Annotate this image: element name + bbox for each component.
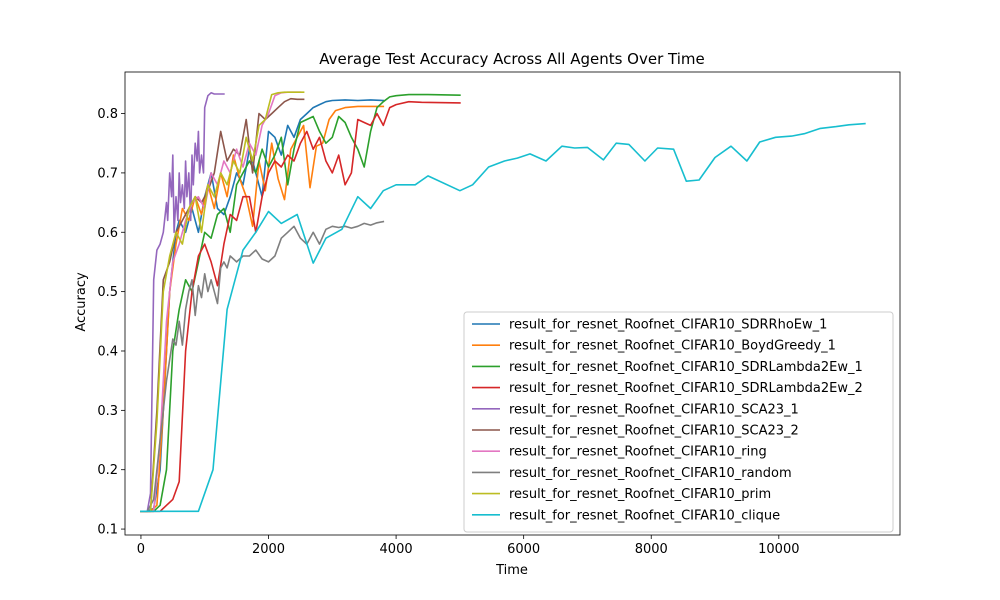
legend-entry: result_for_resnet_Roofnet_CIFAR10_SDRRho… bbox=[509, 318, 827, 333]
x-tick-label: 8000 bbox=[635, 542, 668, 557]
y-axis-label: Accuracy bbox=[74, 272, 89, 332]
axes-frame bbox=[124, 71, 901, 536]
legend-entry: result_for_resnet_Roofnet_CIFAR10_SDRLam… bbox=[509, 360, 863, 375]
x-tick-label: 6000 bbox=[507, 542, 540, 557]
series-line-7 bbox=[140, 91, 302, 513]
y-tick-label: 0.7 bbox=[97, 166, 118, 181]
series-line-5 bbox=[140, 92, 225, 513]
legend-entry: result_for_resnet_Roofnet_CIFAR10_prim bbox=[509, 487, 771, 502]
legend-box bbox=[463, 311, 894, 533]
x-tick-label: 0 bbox=[137, 542, 145, 557]
y-tick-label: 0.1 bbox=[97, 523, 118, 538]
x-tick-label: 4000 bbox=[380, 542, 413, 557]
y-tick-label: 0.6 bbox=[97, 226, 118, 241]
legend-entry: result_for_resnet_Roofnet_CIFAR10_random bbox=[509, 466, 792, 481]
chart-title: Average Test Accuracy Across All Agents … bbox=[319, 50, 704, 68]
legend-entry: result_for_resnet_Roofnet_CIFAR10_SDRLam… bbox=[509, 381, 863, 396]
y-tick-label: 0.4 bbox=[97, 344, 118, 359]
legend: result_for_resnet_Roofnet_CIFAR10_SDRRho… bbox=[463, 311, 894, 533]
series-line-2 bbox=[140, 105, 385, 513]
series-line-9 bbox=[140, 91, 305, 513]
y-tick-label: 0.8 bbox=[97, 107, 118, 122]
x-tick-label: 2000 bbox=[252, 542, 285, 557]
series-line-8 bbox=[140, 220, 385, 513]
plot-area: 0 2000 4000 6000 8000 10000 0.1 0.2 0.3 0.4 0.5 0.6… bbox=[97, 71, 901, 557]
legend-entry: result_for_resnet_Roofnet_CIFAR10_ring bbox=[509, 445, 767, 460]
y-tick-label: 0.5 bbox=[97, 285, 118, 300]
series-line-10 bbox=[140, 122, 866, 513]
series-line-6 bbox=[140, 97, 305, 513]
legend-entry: result_for_resnet_Roofnet_CIFAR10_BoydGr… bbox=[509, 339, 836, 354]
legend-entry: result_for_resnet_Roofnet_CIFAR10_SCA23_… bbox=[509, 402, 799, 417]
x-tick-label: 10000 bbox=[758, 542, 799, 557]
x-axis-label: Time bbox=[495, 563, 528, 578]
legend-entry: result_for_resnet_Roofnet_CIFAR10_clique bbox=[509, 508, 780, 523]
y-tick-label: 0.3 bbox=[97, 404, 118, 419]
y-tick-label: 0.2 bbox=[97, 463, 118, 478]
series-line-4 bbox=[140, 100, 461, 513]
legend-entry: result_for_resnet_Roofnet_CIFAR10_SCA23_… bbox=[509, 424, 799, 439]
